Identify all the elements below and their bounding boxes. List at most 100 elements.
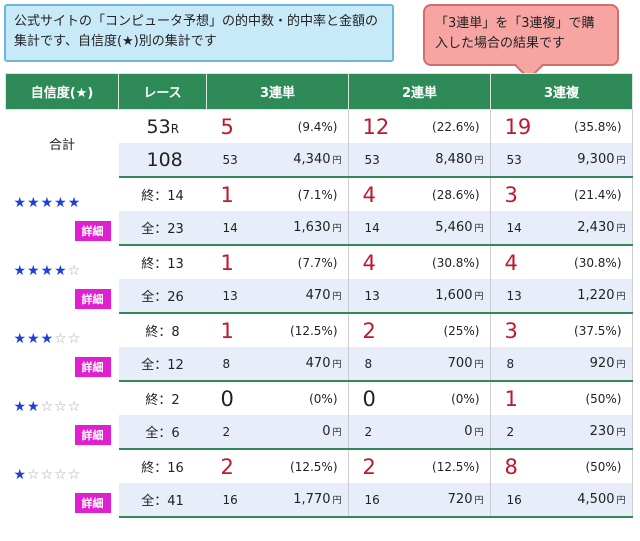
detail-button[interactable]: 詳細 [74,493,111,513]
total-races: 53R [118,109,207,143]
hit-rate: (12.5%) [290,459,338,474]
yen-unit: 円 [474,292,484,302]
total-label: 合計 [5,109,119,177]
empty-stars-icon: ☆ [67,263,82,279]
detail-button[interactable]: 詳細 [74,289,111,309]
trio-hit-cell: 3 (21.4%) [491,178,633,211]
race-count: 8 [506,356,515,371]
filled-stars-icon: ★ [13,467,28,483]
confidence-cell: ★★★★★ 詳細 [5,177,119,245]
hit-rate: (12.5%) [290,323,338,338]
hit-rate: (12.5%) [432,459,480,474]
hit-count: 2 [362,454,376,479]
header-row: 自信度(★) レース 3連単 2連単 3連複 [5,73,633,110]
hit-rate: (21.4%) [574,187,622,202]
summary-note: 公式サイトの「コンピュータ予想」の的中数・的中率と金額の集計です、自信度(★)別… [4,4,394,62]
confidence-cell: ★★☆☆☆ 詳細 [5,381,119,449]
confidence-amount-row: 全：6 2 0 円 2 0 円 2 230 円 [6,415,633,450]
total-hit-row: 合計 53R 5 (9.4%) 12 (22.6%) 19 (35.8%) [5,109,633,177]
yen-unit: 円 [474,428,484,438]
exacta-hit-cell: 4 (30.8%) [349,246,491,279]
hit-rate: (0%) [451,391,480,406]
star-rating: ★★☆☆☆ [14,399,82,415]
trifecta-amount-cell: 8 470 円 [207,347,349,380]
hit-count: 0 [362,386,376,411]
exacta-amount-cell: 14 5,460 円 [349,211,491,244]
yen-unit: 円 [332,496,342,506]
amount: 470 円 [306,356,348,371]
yen-unit: 円 [616,496,626,506]
amount-value: 1,220 [577,288,615,303]
trio-amount-cell: 8 920 円 [491,347,633,380]
amount: 1,630 円 [293,220,347,235]
filled-stars-icon: ★★★ [13,331,55,347]
all-race-count: 全：41 [118,483,207,518]
exacta-hit-cell: 2 (12.5%) [349,450,491,483]
amount: 720 円 [448,492,490,507]
all-race-count: 全：6 [118,415,207,450]
yen-unit: 円 [616,224,626,234]
empty-stars-icon: ☆☆☆☆ [27,467,82,483]
confidence-hit-row: ★★★★★ 詳細 終：14 1 (7.1%) 4 (28.6%) 3 (21.4%) [5,177,633,245]
amount-value: 1,630 [293,220,331,235]
detail-button[interactable]: 詳細 [74,221,111,241]
hit-rate: (22.6%) [432,119,480,134]
amount: 4,340 円 [293,152,347,167]
yen-unit: 円 [332,224,342,234]
confidence-cell: ★★★☆☆ 詳細 [5,313,119,381]
amount: 2,430 円 [577,220,631,235]
hit-rate: (9.4%) [297,119,338,134]
hit-count: 1 [220,250,234,275]
filled-stars-icon: ★★★★ [13,263,68,279]
star-rating: ★★★★★ [14,195,82,211]
trio-amount-cell: 13 1,220 円 [491,279,633,312]
total-trio-amount-cell: 53 9,300 円 [491,143,633,176]
yen-unit: 円 [474,496,484,506]
amount: 4,500 円 [577,492,631,507]
hit-count: 3 [504,182,518,207]
race-count: 2 [222,424,231,439]
detail-button[interactable]: 詳細 [74,357,111,377]
amount: 8,480 円 [435,152,489,167]
hit-rate: (7.7%) [297,255,338,270]
confidence-hit-row: ★☆☆☆☆ 詳細 終：16 2 (12.5%) 2 (12.5%) 8 (50%) [5,449,633,517]
filled-stars-icon: ★★★★★ [13,195,82,211]
race-count: 8 [222,356,231,371]
all-race-count: 全：23 [118,211,207,246]
exacta-hit-cell: 4 (28.6%) [349,178,491,211]
yen-unit: 円 [616,428,626,438]
hit-count: 1 [504,386,518,411]
confidence-amount-row: 全：23 14 1,630 円 14 5,460 円 14 2,430 円 [6,211,633,246]
trifecta-amount-cell: 16 1,770 円 [207,483,349,516]
race-count: 53 [364,152,380,167]
race-count: 16 [506,492,522,507]
yen-unit: 円 [474,224,484,234]
final-race-count: 終：8 [118,313,207,347]
race-count: 13 [506,288,522,303]
trifecta-hit-cell: 1 (7.7%) [207,246,349,279]
total-trio-hit-cell: 19 (35.8%) [491,110,633,143]
trio-amount-cell: 2 230 円 [491,415,633,448]
final-race-count: 終：14 [118,177,207,211]
trifecta-amount-cell: 13 470 円 [207,279,349,312]
header-trio: 3連複 [490,73,633,110]
hit-count: 5 [220,114,234,139]
empty-stars-icon: ☆☆ [54,331,82,347]
empty-stars-icon: ☆☆☆ [40,399,82,415]
trifecta-hit-cell: 1 (7.1%) [207,178,349,211]
trio-callout-note: 「3連単」を「3連複」で購入した場合の結果です [423,4,619,81]
hit-count: 1 [220,182,234,207]
hit-rate: (37.5%) [574,323,622,338]
exacta-hit-cell: 0 (0%) [349,382,491,415]
detail-button[interactable]: 詳細 [74,425,111,445]
yen-unit: 円 [332,156,342,166]
star-rating: ★☆☆☆☆ [14,467,82,483]
race-count: 53 [222,152,238,167]
yen-unit: 円 [474,360,484,370]
total-amount-row: 108 53 4,340 円 53 8,480 円 53 9,300 円 [6,143,633,178]
amount-value: 4,340 [293,152,331,167]
amount-value: 4,500 [577,492,615,507]
hit-count: 4 [504,250,518,275]
trio-hit-cell: 3 (37.5%) [491,314,633,347]
